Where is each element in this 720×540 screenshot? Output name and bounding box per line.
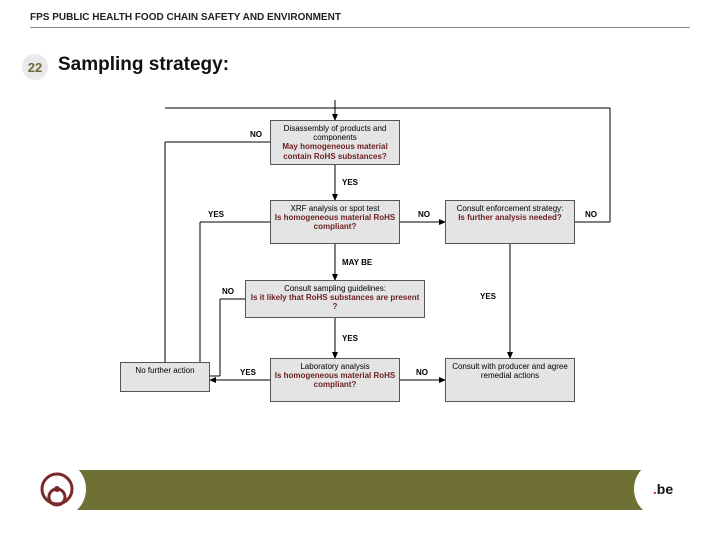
flow-edge-label-7: NO [418, 210, 430, 219]
flow-node-text: XRF analysis or spot test [274, 204, 396, 213]
flow-node-question: Is homogeneous material RoHS compliant? [274, 213, 396, 231]
be-text: be [657, 481, 673, 497]
flow-node-n4: Consult sampling guidelines:Is it likely… [245, 280, 425, 318]
footer-bar [50, 470, 670, 510]
flow-node-n3: Consult enforcement strategy:Is further … [445, 200, 575, 244]
header-text: FPS PUBLIC HEALTH FOOD CHAIN SAFETY AND … [30, 12, 690, 28]
flow-node-text: Disassembly of products and components [274, 124, 396, 142]
agency-logo [28, 460, 86, 518]
flow-node-n5: Laboratory analysisIs homogeneous materi… [270, 358, 400, 402]
flow-edge-label-4: MAY BE [342, 258, 372, 267]
flow-node-text: Consult with producer and agree remedial… [449, 362, 571, 380]
flow-node-question: Is further analysis needed? [449, 213, 571, 222]
flow-node-text: No further action [124, 366, 206, 375]
flow-node-question: Is homogeneous material RoHS compliant? [274, 371, 396, 389]
flow-node-question: May homogeneous material contain RoHS su… [274, 142, 396, 160]
flow-edge-label-1: YES [342, 178, 358, 187]
flow-node-question: Is it likely that RoHS substances are pr… [249, 293, 421, 311]
slide-title: Sampling strategy: [58, 54, 229, 76]
be-logo: .be [634, 460, 692, 518]
slide-page: FPS PUBLIC HEALTH FOOD CHAIN SAFETY AND … [0, 0, 720, 540]
spiral-icon [37, 469, 77, 509]
flow-edge-label-17: NO [416, 368, 428, 377]
slide-number: 22 [22, 54, 48, 80]
flow-edge-label-15: YES [240, 368, 256, 377]
flow-edge-label-12: YES [342, 334, 358, 343]
flow-edge-label-11: YES [480, 292, 496, 301]
flowchart: Disassembly of products and componentsMa… [90, 100, 650, 420]
flow-edge-label-8: NO [585, 210, 597, 219]
flow-node-text: Consult sampling guidelines: [249, 284, 421, 293]
flow-node-n1: Disassembly of products and componentsMa… [270, 120, 400, 165]
flow-edge-label-2: NO [250, 130, 262, 139]
flow-node-n6: No further action [120, 362, 210, 392]
flow-edge-label-5: YES [208, 210, 224, 219]
flow-node-n7: Consult with producer and agree remedial… [445, 358, 575, 402]
flow-node-text: Laboratory analysis [274, 362, 396, 371]
flow-node-n2: XRF analysis or spot testIs homogeneous … [270, 200, 400, 244]
flow-node-text: Consult enforcement strategy: [449, 204, 571, 213]
flow-edge-label-13: NO [222, 287, 234, 296]
